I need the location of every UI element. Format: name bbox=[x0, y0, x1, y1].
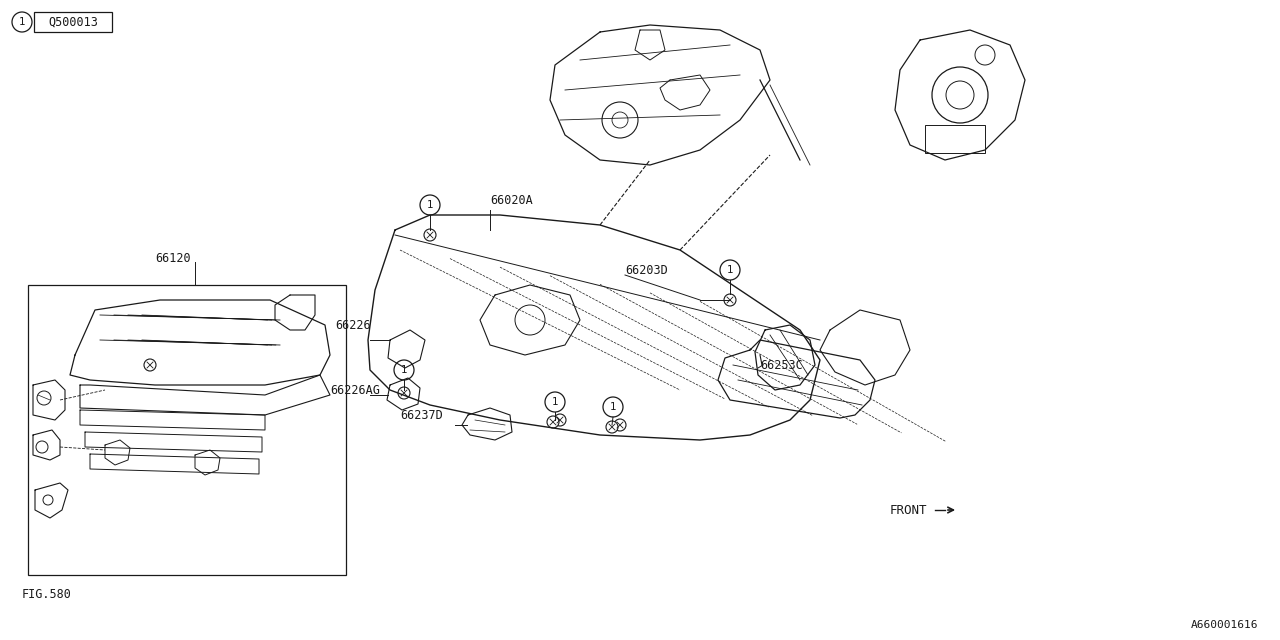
Circle shape bbox=[36, 441, 49, 453]
Circle shape bbox=[614, 419, 626, 431]
Text: 1: 1 bbox=[401, 365, 407, 375]
Text: 66253C: 66253C bbox=[760, 358, 803, 371]
Circle shape bbox=[394, 360, 413, 380]
Circle shape bbox=[420, 195, 440, 215]
Bar bbox=[35, 12, 113, 32]
Text: 66120: 66120 bbox=[155, 252, 191, 264]
Text: 1: 1 bbox=[727, 265, 733, 275]
Circle shape bbox=[554, 414, 566, 426]
Text: 66226: 66226 bbox=[335, 319, 371, 332]
Bar bbox=[925, 125, 986, 153]
Bar bbox=[28, 285, 346, 575]
Text: 66226AG: 66226AG bbox=[330, 383, 380, 397]
Circle shape bbox=[424, 229, 436, 241]
Text: FRONT: FRONT bbox=[890, 504, 928, 516]
Text: A660001616: A660001616 bbox=[1190, 620, 1258, 630]
Text: 1: 1 bbox=[609, 402, 616, 412]
Circle shape bbox=[145, 359, 156, 371]
Circle shape bbox=[721, 260, 740, 280]
Text: Q500013: Q500013 bbox=[49, 15, 99, 29]
Circle shape bbox=[547, 416, 559, 428]
Circle shape bbox=[37, 391, 51, 405]
Text: 1: 1 bbox=[552, 397, 558, 407]
Circle shape bbox=[605, 421, 618, 433]
Text: FIG.580: FIG.580 bbox=[22, 589, 72, 602]
Text: 1: 1 bbox=[426, 200, 434, 210]
Text: 66203D: 66203D bbox=[625, 264, 668, 276]
Text: 66237D: 66237D bbox=[401, 408, 443, 422]
Circle shape bbox=[545, 392, 564, 412]
Text: 1: 1 bbox=[19, 17, 26, 27]
Circle shape bbox=[603, 397, 623, 417]
Circle shape bbox=[724, 294, 736, 306]
Text: 66020A: 66020A bbox=[490, 193, 532, 207]
Circle shape bbox=[398, 387, 410, 399]
Circle shape bbox=[12, 12, 32, 32]
